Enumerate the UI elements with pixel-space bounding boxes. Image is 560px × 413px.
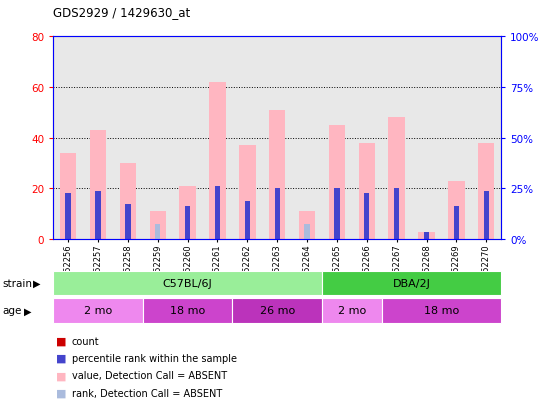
Bar [478,143,494,240]
Text: GDS2929 / 1429630_at: GDS2929 / 1429630_at [53,6,190,19]
Text: ■: ■ [56,388,67,398]
Bar [394,189,399,240]
Bar [364,194,370,240]
Bar [424,232,429,240]
Text: strain: strain [3,278,33,288]
Text: 2 mo: 2 mo [84,306,112,316]
Bar [209,83,226,240]
Text: value, Detection Call = ABSENT: value, Detection Call = ABSENT [72,370,227,380]
Text: percentile rank within the sample: percentile rank within the sample [72,353,237,363]
Text: C57BL/6J: C57BL/6J [163,278,212,288]
Bar [382,298,501,323]
Text: ■: ■ [56,336,67,346]
Bar [120,164,136,240]
Bar [269,111,286,240]
Bar [454,206,459,240]
Bar [215,186,220,240]
Bar [322,271,501,295]
Text: DBA/2J: DBA/2J [393,278,431,288]
Text: ▶: ▶ [24,306,31,316]
Bar [53,298,143,323]
Bar [239,146,255,240]
Bar [95,192,101,240]
Text: 18 mo: 18 mo [424,306,459,316]
Bar [66,194,71,240]
Text: rank, Detection Call = ABSENT: rank, Detection Call = ABSENT [72,388,222,398]
Bar [53,271,322,295]
Bar [299,212,315,240]
Bar [60,154,76,240]
Bar [232,298,322,323]
Text: 2 mo: 2 mo [338,306,366,316]
Text: count: count [72,336,99,346]
Bar [484,192,489,240]
Text: ▶: ▶ [32,278,40,288]
Bar [448,181,465,240]
Bar [274,189,280,240]
Text: 26 mo: 26 mo [260,306,295,316]
Bar [358,143,375,240]
Bar [322,298,382,323]
Bar [90,131,106,240]
Bar [185,206,190,240]
Bar [389,118,405,240]
Bar [334,189,339,240]
Bar [245,202,250,240]
Text: age: age [3,306,22,316]
Text: 18 mo: 18 mo [170,306,205,316]
Bar [125,204,130,240]
Bar [143,298,232,323]
Bar [179,186,196,240]
Text: ■: ■ [56,353,67,363]
Text: ■: ■ [56,370,67,380]
Bar [329,126,345,240]
Bar [150,212,166,240]
Bar [418,232,435,240]
Bar [155,224,160,240]
Bar [305,224,310,240]
